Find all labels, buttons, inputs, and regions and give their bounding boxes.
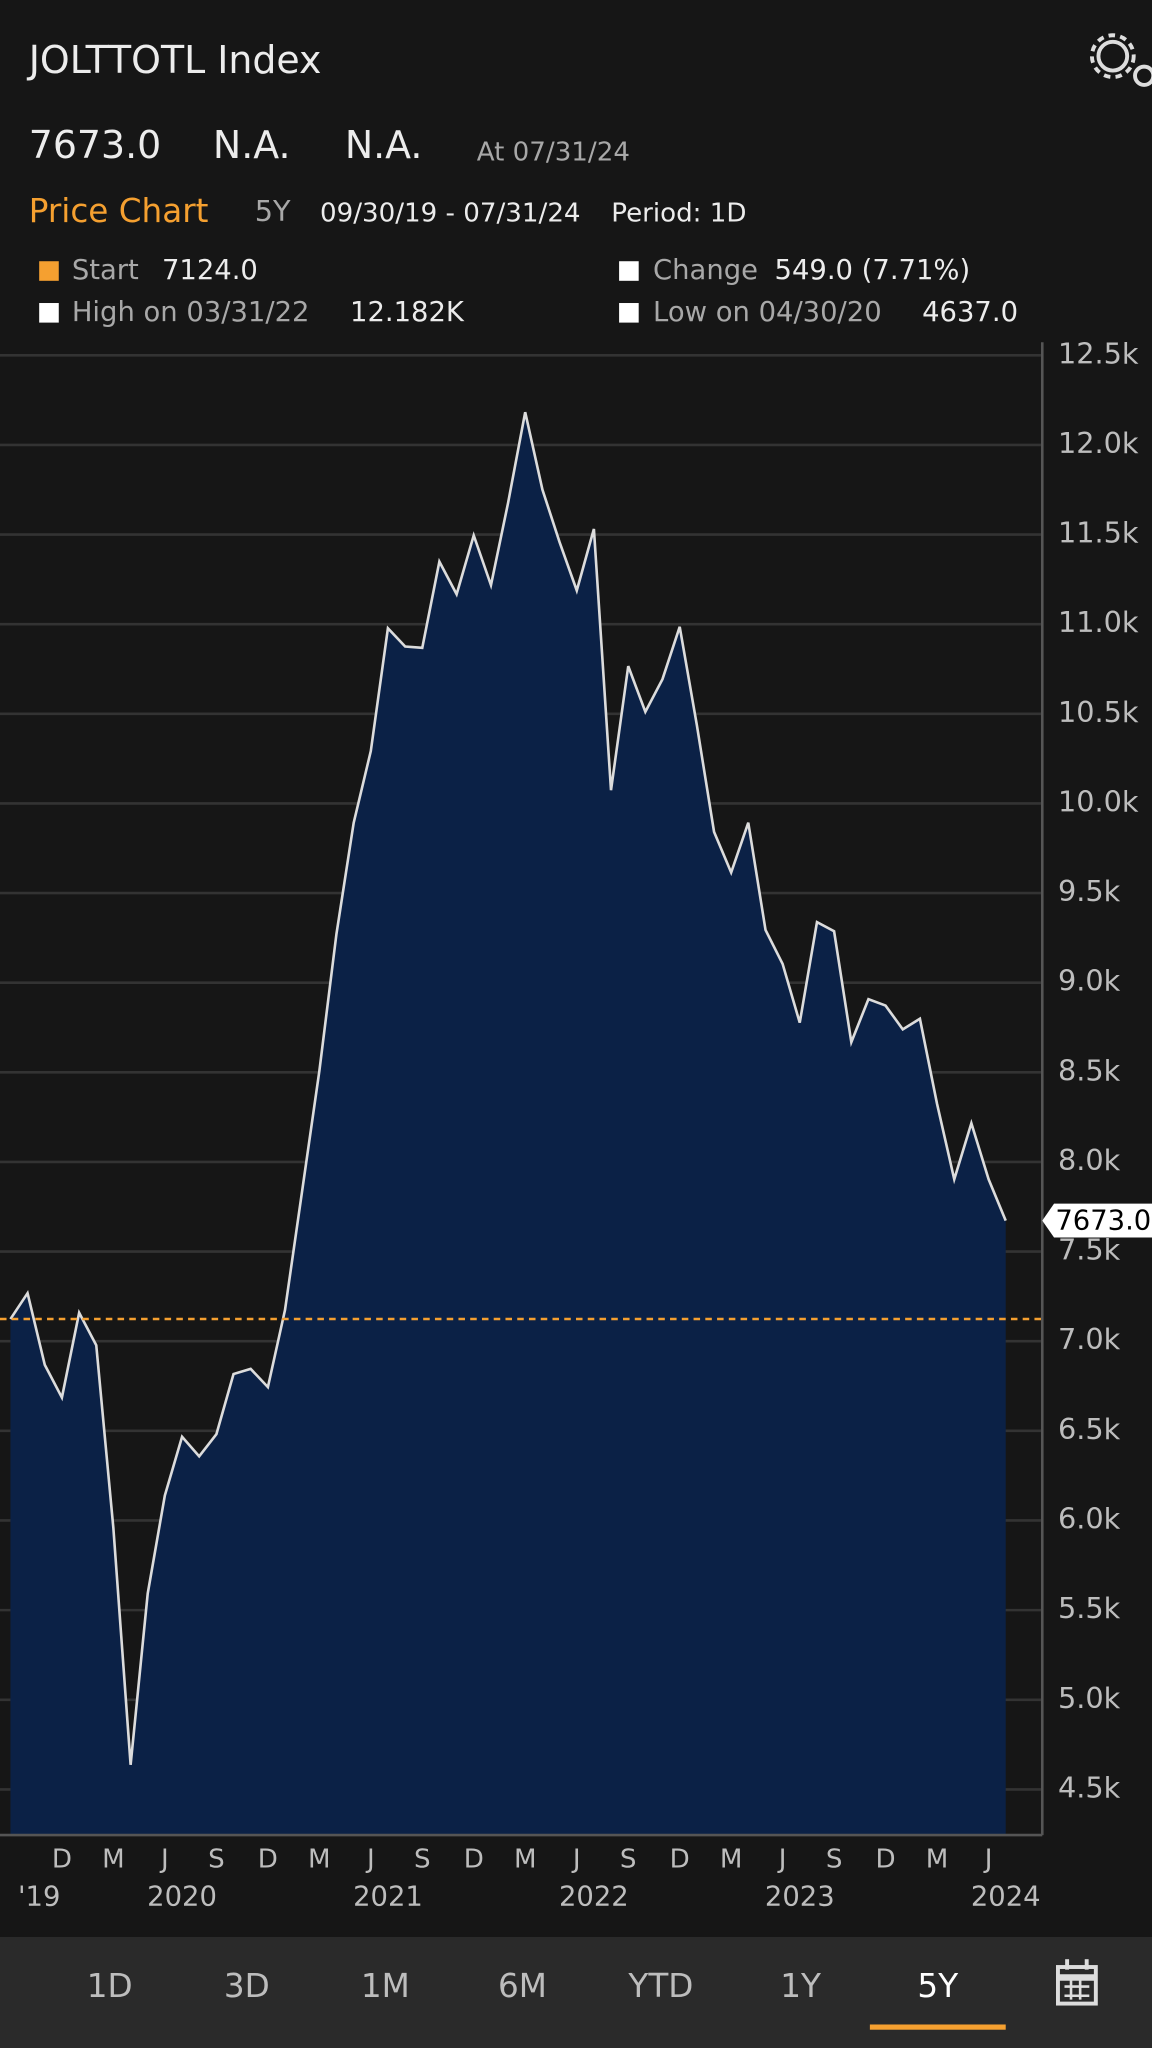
tab-bar	[0, 1936, 1152, 2048]
tab[interactable]: 5Y	[917, 1967, 958, 2005]
x-tick-label: M	[308, 1844, 331, 1874]
section: Price Chart	[29, 192, 209, 230]
stat-value: 12.182K	[350, 297, 465, 328]
x-year-label: 2022	[559, 1881, 629, 1912]
tab[interactable]: YTD	[627, 1967, 693, 2005]
stat-value: 7124.0	[162, 255, 258, 286]
x-tick-label: S	[620, 1844, 637, 1874]
x-tick-label: J	[983, 1844, 993, 1874]
x-tick-label: J	[777, 1844, 787, 1874]
tab[interactable]: 1Y	[780, 1967, 821, 2005]
title: JOLTTOTL Index	[27, 38, 322, 82]
range: 5Y	[255, 194, 291, 228]
x-tick-label: M	[720, 1844, 743, 1874]
x-tick-label: D	[258, 1844, 278, 1874]
active-tab-underline	[869, 2024, 1006, 2030]
tabs: 1D 3D 1M 6M YTD 1Y 5Y	[87, 1967, 1006, 2030]
last-price: 7673.0	[29, 123, 161, 167]
x-tick-label: S	[826, 1844, 843, 1874]
tab[interactable]: 1D	[87, 1967, 133, 2005]
x-tick-label: J	[365, 1844, 375, 1874]
x-tick-label: D	[52, 1844, 72, 1874]
line	[9, 411, 1007, 1765]
plot: 4.5k 5.0k 5.5k 6.0k 6.5k 7.0k 7.5k 8.0k 8.5k 9.0k…	[0, 336, 1152, 1912]
y-tick-label: 6.0k	[1058, 1501, 1121, 1535]
x-year-label: '19	[18, 1881, 60, 1912]
x-tick-label: J	[159, 1844, 169, 1874]
ask: N.A.	[345, 123, 423, 167]
bid: N.A.	[213, 123, 291, 167]
x-tick-label: S	[414, 1844, 431, 1874]
tab[interactable]: 3D	[224, 1967, 270, 2005]
x-tick-label: J	[571, 1844, 581, 1874]
y-tick-label: 9.5k	[1058, 874, 1121, 908]
settings-icon[interactable]	[1089, 33, 1152, 87]
legend-swatch	[619, 303, 639, 323]
calendar-icon[interactable]	[1056, 1959, 1098, 2006]
y-tick-label: 8.5k	[1058, 1053, 1121, 1087]
legend-swatch	[39, 303, 59, 323]
stat-value: 549.0 (7.71%)	[775, 255, 971, 286]
tab[interactable]: 6M	[498, 1967, 547, 2005]
x-year-label: 2023	[765, 1881, 835, 1912]
legend-swatch	[39, 261, 59, 281]
x-year-label: 2020	[147, 1881, 217, 1912]
stat-label: Start	[72, 255, 139, 286]
y-tick-label: 10.5k	[1058, 695, 1139, 729]
dates: 09/30/19 - 07/31/24	[320, 199, 581, 229]
legend-swatch	[619, 261, 639, 281]
last-value-label: 7673.0	[1055, 1205, 1151, 1236]
x-tick-label: M	[102, 1844, 125, 1874]
stat-label: Low on 04/30/20	[653, 297, 882, 328]
y-tick-label: 12.5k	[1058, 336, 1139, 370]
period: Period: 1D	[611, 199, 746, 229]
y-tick-label: 10.0k	[1058, 784, 1139, 818]
y-tick-label: 11.5k	[1058, 516, 1139, 550]
as-of: At 07/31/24	[477, 137, 630, 167]
last-value-tag	[1042, 1203, 1152, 1238]
y-tick-label: 9.0k	[1058, 964, 1121, 998]
y-tick-label: 7.0k	[1058, 1322, 1121, 1356]
stat-value: 4637.0	[922, 297, 1018, 328]
x-tick-label: D	[876, 1844, 896, 1874]
x-year-label: 2021	[353, 1881, 423, 1912]
x-tick-label: D	[670, 1844, 690, 1874]
x-year-label: 2024	[971, 1881, 1041, 1912]
y-tick-label: 12.0k	[1058, 426, 1139, 460]
tab[interactable]: 1M	[361, 1967, 410, 2005]
x-tick-label: D	[464, 1844, 484, 1874]
stat-label: Change	[653, 255, 758, 286]
y-tick-label: 7.5k	[1058, 1233, 1121, 1267]
y-tick-label: 8.0k	[1058, 1143, 1121, 1177]
y-tick-label: 5.5k	[1058, 1591, 1121, 1625]
y-tick-label: 5.0k	[1058, 1681, 1121, 1715]
x-tick-label: S	[208, 1844, 225, 1874]
y-tick-label: 6.5k	[1058, 1412, 1121, 1446]
area	[10, 412, 1006, 1836]
x-tick-label: M	[926, 1844, 949, 1874]
x-tick-label: M	[514, 1844, 537, 1874]
y-tick-label: 4.5k	[1058, 1770, 1121, 1804]
y-tick-label: 11.0k	[1058, 605, 1139, 639]
stat-label: High on 03/31/22	[72, 297, 310, 328]
